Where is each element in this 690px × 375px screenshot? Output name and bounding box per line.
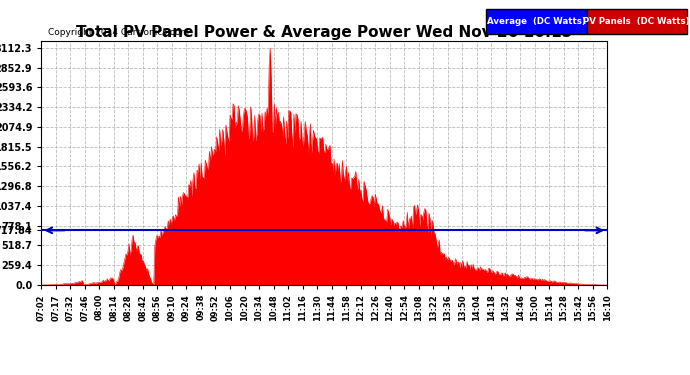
Text: PV Panels  (DC Watts): PV Panels (DC Watts)	[583, 17, 690, 26]
Title: Total PV Panel Power & Average Power Wed Nov 26 16:15: Total PV Panel Power & Average Power Wed…	[76, 25, 573, 40]
Text: Copyright 2014 Cartronics.com: Copyright 2014 Cartronics.com	[48, 28, 190, 37]
Text: Average  (DC Watts): Average (DC Watts)	[487, 17, 586, 26]
